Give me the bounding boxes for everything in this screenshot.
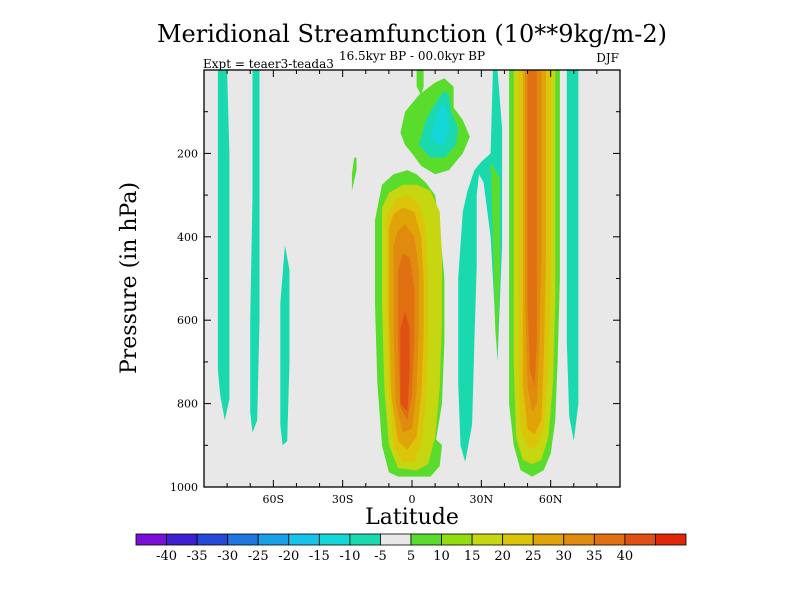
x-tick-label: 30N xyxy=(470,493,494,506)
colorbar-swatch xyxy=(288,533,320,546)
y-tick-label: 400 xyxy=(177,231,198,244)
field-southern-streak-3 xyxy=(280,245,290,446)
colorbar-swatch xyxy=(410,533,442,546)
colorbar-label: -40 xyxy=(156,549,177,564)
colorbar-swatch xyxy=(166,533,198,546)
colorbar-label: -20 xyxy=(278,549,299,564)
chart-subtitle: 16.5kyr BP - 00.0kyr BP xyxy=(339,49,485,63)
contour-fields xyxy=(217,70,579,477)
colorbar-swatch xyxy=(593,533,626,546)
colorbar-label: 20 xyxy=(494,549,511,564)
colorbar-label: 10 xyxy=(433,549,450,564)
colorbar-label: 30 xyxy=(556,549,573,564)
x-tick-label: 60S xyxy=(263,493,285,506)
field-small-patch-1 xyxy=(351,157,357,191)
colorbar: -40 -35 -30 -25 -20 -15 -10 -5 5 10 15 20 25 30 35 40 xyxy=(135,533,687,564)
field-southern-streak-2 xyxy=(250,70,260,433)
colorbar-swatch xyxy=(318,533,351,546)
colorbar-label: -10 xyxy=(339,549,360,564)
chart-title: Meridional Streamfunction (10**9kg/m-2) xyxy=(157,20,667,48)
colorbar-label: 35 xyxy=(586,549,603,564)
colorbar-swatch xyxy=(441,533,473,546)
colorbar-swatch xyxy=(135,533,167,546)
field-nh-high-latitude-streak xyxy=(566,70,579,442)
y-axis-ticks: 200 400 600 800 1000 xyxy=(170,111,620,494)
colorbar-label: -35 xyxy=(187,549,208,564)
x-tick-label: 30S xyxy=(332,493,354,506)
field-small-patch-2 xyxy=(416,70,424,95)
colorbar-swatch xyxy=(380,533,412,546)
season-label: DJF xyxy=(596,51,619,65)
colorbar-label: -30 xyxy=(217,549,238,564)
colorbar-swatch xyxy=(257,533,290,546)
x-axis-ticks: 60S 30S 0 30N 60N xyxy=(226,70,598,506)
y-tick-label: 200 xyxy=(177,147,198,160)
y-tick-label: 800 xyxy=(177,398,198,411)
colorbar-swatch xyxy=(471,533,504,546)
colorbar-swatch xyxy=(563,533,595,546)
field-southern-streak-1 xyxy=(217,70,230,421)
y-axis-label: Pressure (in hPa) xyxy=(117,182,142,374)
colorbar-swatch xyxy=(502,533,534,546)
colorbar-label: -15 xyxy=(309,549,330,564)
colorbar-swatch xyxy=(532,533,565,546)
experiment-label: Expt = teaer3-teada3 xyxy=(203,57,334,71)
colorbar-label: 25 xyxy=(525,549,542,564)
colorbar-label: -5 xyxy=(374,549,387,564)
colorbar-label: -25 xyxy=(248,549,269,564)
colorbar-swatch xyxy=(196,533,229,546)
field-northern-cell-core xyxy=(527,70,537,387)
colorbar-swatch xyxy=(624,533,656,546)
colorbar-swatch xyxy=(349,533,381,546)
colorbar-label: 5 xyxy=(407,549,415,564)
x-axis-label: Latitude xyxy=(365,505,459,530)
y-tick-label: 600 xyxy=(177,314,198,327)
colorbar-swatch xyxy=(655,533,687,546)
field-nh-subtropical-streak-edge xyxy=(490,161,500,358)
y-tick-label: 1000 xyxy=(170,481,198,494)
x-tick-label: 0 xyxy=(409,493,416,506)
colorbar-swatch xyxy=(227,533,259,546)
colorbar-label: 15 xyxy=(464,549,481,564)
colorbar-label: 40 xyxy=(617,549,634,564)
field-upper-tropics-level-neg10 xyxy=(430,103,449,146)
x-tick-label: 60N xyxy=(539,493,563,506)
field-tropical-cell-core xyxy=(400,311,410,412)
